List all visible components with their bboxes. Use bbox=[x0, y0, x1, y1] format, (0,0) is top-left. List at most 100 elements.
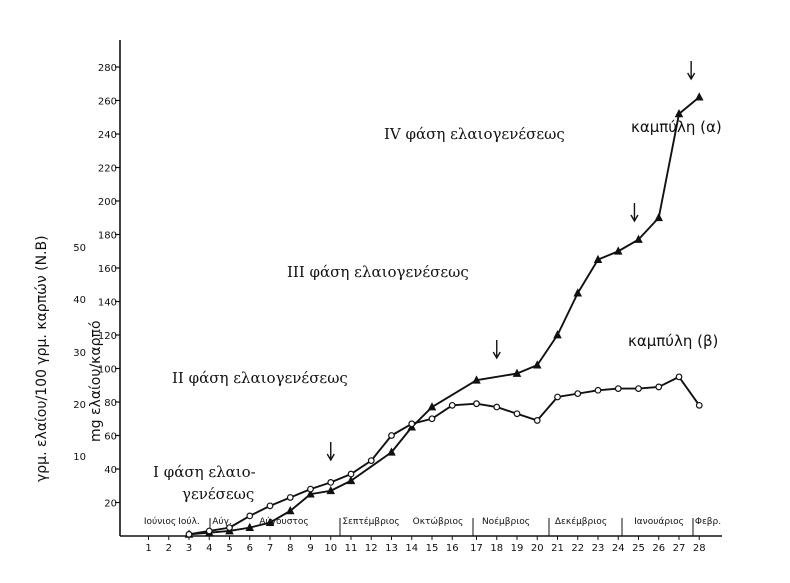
outer-y-axis-title: γρμ. ελαίου/100 γρμ. καρπών (N.B) bbox=[34, 235, 50, 482]
curve-b-point bbox=[307, 485, 314, 493]
curve-b-point bbox=[675, 373, 683, 381]
month-label: Σεπτέμβριος bbox=[342, 516, 399, 527]
curve-b-point bbox=[266, 502, 274, 510]
curve-b-point bbox=[533, 417, 541, 424]
curve-b-point bbox=[246, 512, 254, 520]
curve-a-point bbox=[265, 517, 275, 526]
curve-b-point bbox=[635, 385, 642, 393]
x-tick-label: 15 bbox=[426, 543, 439, 554]
curve-a-point bbox=[634, 234, 643, 243]
curve-a-point bbox=[553, 330, 562, 339]
y-tick-label: 280 bbox=[98, 63, 117, 74]
secondary-y-tick-label: 30 bbox=[73, 348, 86, 359]
curve-b-point bbox=[695, 401, 703, 409]
x-tick-label: 18 bbox=[490, 543, 503, 554]
curve-a-point bbox=[346, 475, 356, 485]
y-tick-label: 40 bbox=[104, 465, 117, 476]
curve-b-point bbox=[205, 527, 213, 535]
curve-b-point bbox=[428, 415, 436, 423]
y-tick-label: 260 bbox=[98, 97, 117, 108]
curve-a-point bbox=[573, 288, 583, 297]
month-label: Αύγ. bbox=[212, 516, 232, 527]
x-tick-label: 19 bbox=[511, 543, 524, 554]
y-tick-label: 140 bbox=[98, 298, 117, 309]
curve-b-point bbox=[614, 385, 622, 393]
x-tick-label: 11 bbox=[345, 543, 358, 554]
month-label: Δεκέμβριος bbox=[555, 516, 607, 527]
curve-a-point bbox=[326, 485, 336, 495]
curve-a-point bbox=[285, 506, 295, 515]
curve-a-point bbox=[593, 254, 603, 264]
x-tick-label: 8 bbox=[287, 543, 293, 554]
month-label: Ιανουάριος bbox=[634, 517, 684, 527]
curve-a-point bbox=[674, 109, 684, 118]
curve-b-label: καμπύλη (β) bbox=[628, 332, 718, 350]
x-tick-label: 6 bbox=[247, 543, 253, 554]
x-tick-label: 20 bbox=[531, 543, 544, 554]
curve-a-point bbox=[613, 246, 623, 255]
y-tick-label: 20 bbox=[104, 499, 117, 510]
month-label: Αύγουστος bbox=[259, 516, 308, 527]
phase-3-label: III φάση ελαιογενέσεως bbox=[287, 263, 469, 281]
x-tick-label: 2 bbox=[166, 543, 172, 554]
curve-b-point bbox=[448, 401, 456, 409]
phase-arrow-head bbox=[492, 351, 501, 360]
phase-4-label: IV φάση ελαιογενέσεως bbox=[384, 125, 565, 143]
y-tick-label: 160 bbox=[98, 264, 117, 275]
x-tick-label: 7 bbox=[267, 543, 273, 554]
curve-a-point bbox=[512, 368, 522, 377]
phase-1-label-line2: γενέσεως bbox=[182, 485, 254, 503]
x-tick-label: 16 bbox=[446, 543, 459, 554]
curve-b-point bbox=[226, 524, 233, 532]
curve-a-point bbox=[245, 522, 255, 532]
labels: γρμ. ελαίου/100 γρμ. καρπών (N.B) mg ελα… bbox=[34, 118, 722, 503]
curve-a-point bbox=[387, 447, 396, 456]
phase-2-label: II φάση ελαιογενέσεως bbox=[172, 369, 348, 387]
curve-b-point bbox=[286, 494, 294, 501]
curves bbox=[184, 61, 704, 538]
month-label: Ιούλ. bbox=[178, 516, 200, 527]
curve-b-point bbox=[493, 403, 501, 411]
month-label: Ιούνιος bbox=[144, 516, 176, 527]
y-tick-label: 60 bbox=[104, 432, 117, 443]
curve-b-point bbox=[574, 390, 582, 398]
curve-b-point bbox=[473, 400, 480, 408]
x-tick-label: 3 bbox=[186, 543, 192, 554]
y-tick-label: 180 bbox=[98, 231, 117, 242]
month-label: Οκτώβριος bbox=[413, 516, 464, 527]
y-tick-label: 220 bbox=[98, 164, 117, 175]
curve-b-point bbox=[594, 386, 602, 394]
x-tick-label: 24 bbox=[612, 543, 625, 554]
axes: 2040608010012014016018020022024026028010… bbox=[73, 40, 722, 554]
x-tick-label: 23 bbox=[592, 543, 605, 554]
x-tick-label: 4 bbox=[206, 543, 212, 554]
x-tick-label: 10 bbox=[324, 543, 337, 554]
x-tick-label: 12 bbox=[365, 543, 378, 554]
x-tick-label: 26 bbox=[652, 543, 665, 554]
y-tick-label: 120 bbox=[98, 331, 117, 342]
y-tick-label: 100 bbox=[98, 365, 117, 376]
x-tick-label: 22 bbox=[571, 543, 584, 554]
phase-1-label-line1: I φάση ελαιο- bbox=[153, 463, 256, 481]
y-axis-title: mg ελαίου/καρπό bbox=[88, 320, 104, 442]
x-tick-label: 17 bbox=[470, 543, 483, 554]
curve-b-point bbox=[513, 410, 521, 418]
x-tick-label: 9 bbox=[307, 543, 313, 554]
curve-b-point bbox=[408, 420, 416, 428]
y-tick-label: 240 bbox=[98, 130, 117, 141]
curve-a-point bbox=[654, 212, 664, 222]
curve-b-point bbox=[388, 432, 395, 439]
secondary-y-tick-label: 10 bbox=[73, 452, 86, 463]
x-tick-label: 13 bbox=[385, 543, 398, 554]
curve-a-point bbox=[694, 92, 704, 101]
y-tick-label: 80 bbox=[104, 398, 117, 409]
curve-a-point bbox=[472, 375, 481, 384]
curve-a-point bbox=[532, 360, 542, 369]
curve-b-point bbox=[655, 383, 663, 391]
curve-a-line bbox=[188, 96, 700, 536]
curve-a-point bbox=[306, 489, 315, 498]
curve-b-point bbox=[554, 393, 561, 401]
curve-b-point bbox=[367, 457, 375, 465]
x-tick-label: 27 bbox=[673, 543, 686, 554]
